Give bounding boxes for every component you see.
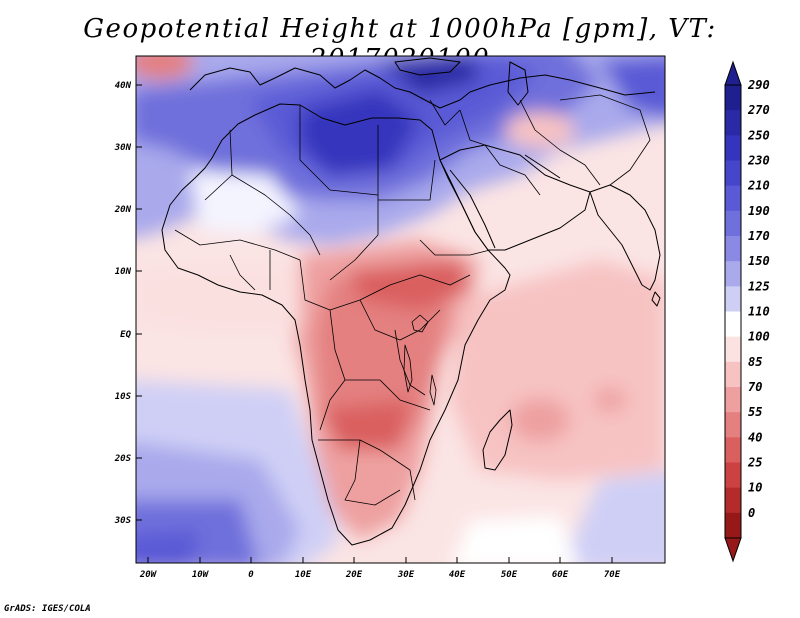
country-borders: [174, 94, 651, 506]
colorbar-label: 230: [747, 154, 770, 168]
colorbar-swatch: [725, 437, 741, 463]
lat-tick-label: 40N: [115, 81, 132, 91]
lat-tick-labels: 40N 30N 20N 10N EQ 10S 20S 30S: [114, 81, 132, 526]
coastlines: [161, 57, 661, 546]
colorbar-labels: 2902702502302101901701501251101008570554…: [747, 78, 770, 520]
tick-marks: [136, 84, 613, 563]
colorbar-swatch: [725, 487, 741, 514]
lon-tick-label: 10W: [192, 570, 210, 580]
lat-tick-label: 20N: [114, 205, 132, 215]
lon-tick-label: 30E: [397, 570, 415, 580]
colorbar-label: 10: [748, 481, 762, 495]
geopotential-field: [136, 56, 665, 563]
colorbar-swatch: [725, 286, 741, 312]
colorbar-label: 210: [747, 179, 770, 193]
colorbar-swatch: [725, 311, 741, 338]
colorbar-bottom-arrow: [724, 537, 742, 563]
colorbar-label: 85: [748, 355, 762, 369]
lat-tick-label: 30S: [114, 516, 132, 526]
colorbar-label: 40: [748, 430, 762, 444]
colorbar-label: 125: [748, 279, 770, 293]
lon-tick-label: 60E: [552, 570, 569, 580]
colorbar-label: 290: [747, 78, 770, 92]
colorbar-swatch: [725, 261, 741, 287]
colorbar-label: 110: [748, 305, 770, 319]
lat-tick-label: 10S: [115, 392, 132, 402]
colorbar-label: 25: [747, 456, 762, 470]
colorbar-swatch: [725, 160, 741, 187]
colorbar-swatch: [725, 387, 741, 413]
lon-tick-label: 70E: [604, 570, 621, 580]
map-frame: [135, 55, 666, 564]
colorbar-label: 190: [748, 204, 770, 218]
colorbar-label: 170: [748, 229, 770, 243]
colorbar-swatch: [725, 110, 741, 136]
colorbar-frame: [724, 84, 742, 539]
colorbar-swatch: [725, 135, 741, 161]
colorbar: 2902702502302101901701501251101008570554…: [724, 60, 770, 563]
colorbar-swatch: [725, 210, 741, 237]
lon-tick-label: 10E: [295, 570, 312, 580]
lon-tick-label: 40E: [449, 570, 466, 580]
colorbar-swatches: [725, 85, 741, 539]
colorbar-swatch: [725, 236, 741, 262]
colorbar-swatch: [725, 361, 741, 388]
lat-tick-label: EQ: [120, 330, 131, 340]
colorbar-label: 70: [748, 380, 762, 394]
colorbar-swatch: [725, 512, 741, 539]
colorbar-label: 100: [748, 330, 770, 344]
colorbar-swatch: [725, 185, 741, 212]
grads-credit: GrADS: IGES/COLA: [4, 604, 91, 614]
lon-tick-label: 0: [248, 570, 254, 580]
colorbar-label: 55: [748, 405, 762, 419]
colorbar-swatch: [725, 336, 741, 363]
lon-tick-label: 20E: [345, 570, 363, 580]
colorbar-swatch: [725, 462, 741, 489]
colorbar-top-arrow: [724, 60, 742, 86]
colorbar-swatch: [725, 85, 741, 111]
colorbar-label: 270: [747, 103, 770, 117]
colorbar-label: 250: [747, 128, 770, 142]
lat-tick-label: 20S: [114, 454, 132, 464]
lon-tick-label: 50E: [501, 570, 518, 580]
colorbar-label: 0: [748, 506, 755, 520]
lat-tick-label: 10N: [115, 267, 132, 277]
lon-tick-label: 20W: [139, 570, 158, 580]
lon-tick-labels: 20W 10W 0 10E 20E 30E 40E 50E 60E 70E: [139, 570, 621, 580]
lat-tick-label: 30N: [114, 143, 132, 153]
colorbar-swatch: [725, 412, 741, 438]
colorbar-label: 150: [748, 254, 770, 268]
